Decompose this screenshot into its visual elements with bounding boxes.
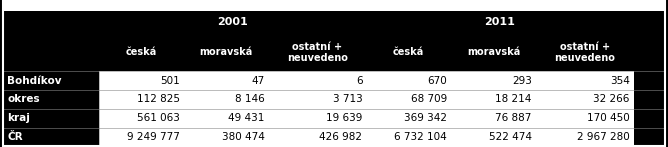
Text: 561 063: 561 063 [137,113,180,123]
Bar [100,128,184,146]
Bar [184,71,269,90]
Text: 3 713: 3 713 [333,94,363,104]
Text: 2 967 280: 2 967 280 [577,132,629,142]
Text: 6 732 104: 6 732 104 [394,132,447,142]
Text: 354: 354 [610,76,629,86]
Bar [184,109,269,128]
Bar [3,71,100,90]
Text: 2011: 2011 [484,17,516,27]
Bar [100,90,184,109]
Text: 32 266: 32 266 [593,94,629,104]
Text: ČR: ČR [7,132,23,142]
Text: 8 146: 8 146 [234,94,265,104]
Text: česká: česká [126,47,157,57]
Text: 522 474: 522 474 [489,132,532,142]
Bar [3,90,100,109]
Text: 49 431: 49 431 [228,113,265,123]
Bar [536,109,633,128]
Text: 170 450: 170 450 [587,113,629,123]
Bar [100,109,184,128]
Text: 6: 6 [356,76,363,86]
Text: 18 214: 18 214 [495,94,532,104]
Text: 369 342: 369 342 [404,113,447,123]
Bar [367,90,451,109]
Bar [269,109,367,128]
Bar [184,128,269,146]
Bar [451,109,536,128]
Bar [451,90,536,109]
Bar [536,71,633,90]
Text: 293: 293 [512,76,532,86]
Bar [269,71,367,90]
Text: ostatní +
neuvedeno: ostatní + neuvedeno [554,42,615,63]
Bar [269,90,367,109]
Text: česká: česká [393,47,424,57]
Text: 19 639: 19 639 [326,113,363,123]
Bar [367,71,451,90]
Text: 68 709: 68 709 [411,94,447,104]
Text: ostatní +
neuvedeno: ostatní + neuvedeno [287,42,348,63]
Bar [536,128,633,146]
Bar [367,128,451,146]
Bar [3,11,665,34]
Text: 670: 670 [428,76,447,86]
Text: 2001: 2001 [218,17,248,27]
Text: 47: 47 [251,76,265,86]
Bar [3,128,100,146]
Text: 9 249 777: 9 249 777 [127,132,180,142]
Text: Bohdíkov: Bohdíkov [7,76,62,86]
Bar [367,109,451,128]
Bar [3,1,665,11]
Text: kraj: kraj [7,113,30,123]
Text: okres: okres [7,94,40,104]
Bar [536,90,633,109]
Text: 426 982: 426 982 [319,132,363,142]
Bar [100,71,184,90]
Bar [3,34,665,71]
Bar [451,128,536,146]
Bar [184,90,269,109]
Text: 380 474: 380 474 [222,132,265,142]
Text: moravská: moravská [467,47,520,57]
Text: moravská: moravská [200,47,253,57]
Bar [451,71,536,90]
Text: 501: 501 [160,76,180,86]
Text: 76 887: 76 887 [495,113,532,123]
Text: 112 825: 112 825 [137,94,180,104]
Bar [269,128,367,146]
Bar [3,109,100,128]
